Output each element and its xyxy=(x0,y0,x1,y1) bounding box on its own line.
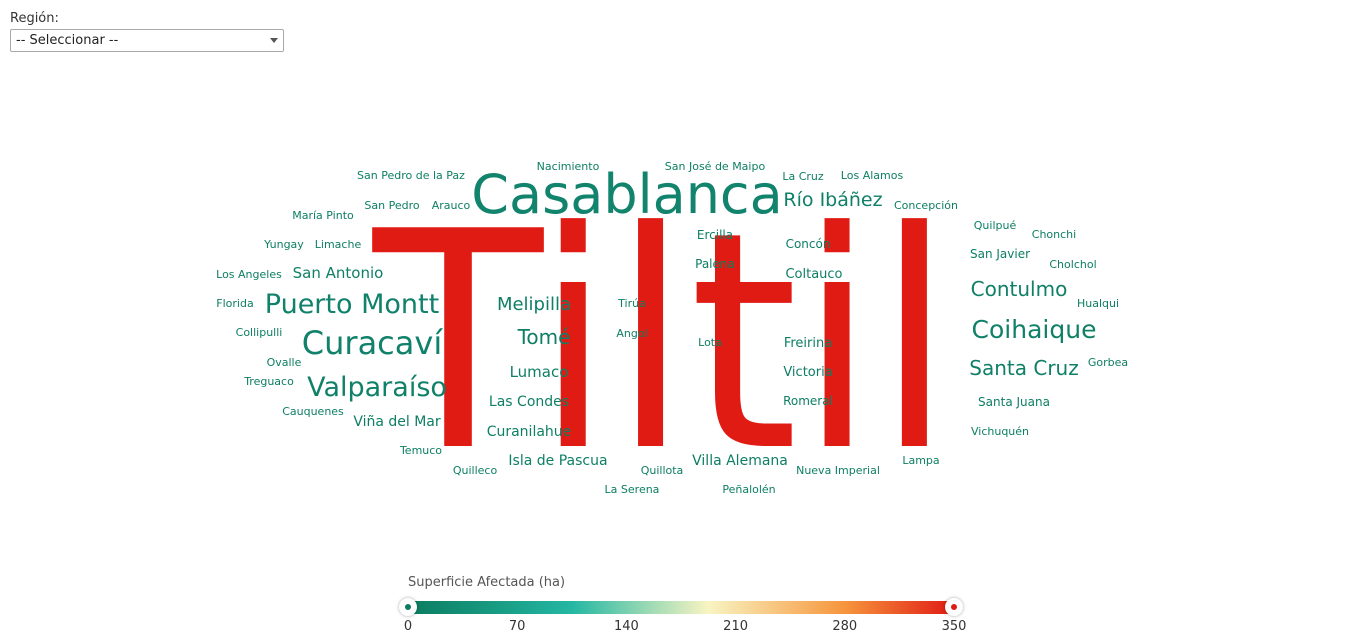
word-los-alamos[interactable]: Los Alamos xyxy=(841,169,904,182)
word-san-pedro-de-la-paz[interactable]: San Pedro de la Paz xyxy=(357,169,465,182)
word-ercilla[interactable]: Ercilla xyxy=(697,228,733,242)
word-la-serena[interactable]: La Serena xyxy=(605,483,660,496)
word-arauco[interactable]: Arauco xyxy=(432,199,471,212)
word-cauquenes[interactable]: Cauquenes xyxy=(282,405,344,418)
word-las-condes[interactable]: Las Condes xyxy=(489,394,569,410)
word-tome[interactable]: Tomé xyxy=(517,325,571,349)
word-san-antonio[interactable]: San Antonio xyxy=(293,264,384,282)
legend-max-handle[interactable] xyxy=(945,598,963,616)
legend-tick-label: 210 xyxy=(723,619,748,634)
legend-tick-label: 0 xyxy=(403,619,413,634)
word-lumaco[interactable]: Lumaco xyxy=(510,363,569,381)
word-chonchi[interactable]: Chonchi xyxy=(1032,228,1076,241)
word-limache[interactable]: Limache xyxy=(315,238,362,251)
word-tiltil[interactable]: Tiltil xyxy=(369,168,953,517)
word-romeral[interactable]: Romeral xyxy=(783,394,833,408)
legend-min-handle[interactable] xyxy=(399,598,417,616)
word-coihaique[interactable]: Coihaique xyxy=(972,315,1097,344)
word-quillota[interactable]: Quillota xyxy=(641,464,684,477)
legend-tick-label: 140 xyxy=(613,619,639,634)
legend-tick-label: 350 xyxy=(941,619,967,634)
word-santa-juana[interactable]: Santa Juana xyxy=(978,395,1050,409)
chevron-down-icon xyxy=(270,38,278,43)
color-scale-bar xyxy=(408,601,954,614)
word-yungay[interactable]: Yungay xyxy=(263,238,304,251)
word-lota[interactable]: Lota xyxy=(698,336,722,349)
word-victoria[interactable]: Victoria xyxy=(783,365,832,380)
legend-tick-label: 70 xyxy=(508,619,526,634)
word-san-pedro[interactable]: San Pedro xyxy=(364,199,419,212)
legend-title: Superficie Afectada (ha) xyxy=(408,575,566,590)
word-temuco[interactable]: Temuco xyxy=(399,444,442,457)
region-select[interactable]: -- Seleccionar -- xyxy=(10,29,284,52)
word-concepcion[interactable]: Concepción xyxy=(894,199,958,212)
word-villa-alemana[interactable]: Villa Alemana xyxy=(692,453,788,469)
word-maria-pinto[interactable]: María Pinto xyxy=(292,209,354,222)
word-puerto-montt[interactable]: Puerto Montt xyxy=(265,289,439,320)
word-tirua[interactable]: Tirúa xyxy=(617,297,646,310)
word-melipilla[interactable]: Melipilla xyxy=(497,294,571,315)
word-nacimiento[interactable]: Nacimiento xyxy=(537,160,600,173)
legend-tick-label: 280 xyxy=(832,619,858,634)
word-penalolen[interactable]: Peñalolén xyxy=(722,483,775,496)
word-ovalle[interactable]: Ovalle xyxy=(267,356,302,369)
word-concon[interactable]: Concón xyxy=(786,237,831,251)
word-curanilahue[interactable]: Curanilahue xyxy=(487,424,572,440)
word-vichuquen[interactable]: Vichuquén xyxy=(971,425,1029,438)
word-vina-del-mar[interactable]: Viña del Mar xyxy=(353,414,441,430)
word-santa-cruz[interactable]: Santa Cruz xyxy=(969,356,1078,380)
word-coltauco[interactable]: Coltauco xyxy=(785,267,842,282)
word-angol[interactable]: Angol xyxy=(616,327,647,340)
word-isla-de-pascua[interactable]: Isla de Pascua xyxy=(508,453,607,469)
word-collipulli[interactable]: Collipulli xyxy=(236,326,283,339)
word-curacavi[interactable]: Curacaví xyxy=(302,324,444,362)
word-los-angeles[interactable]: Los Angeles xyxy=(216,268,282,281)
word-valparaiso[interactable]: Valparaíso xyxy=(307,372,447,403)
word-san-jose-de-maipo[interactable]: San José de Maipo xyxy=(665,160,766,173)
word-casablanca[interactable]: Casablanca xyxy=(471,163,782,226)
word-freirina[interactable]: Freirina xyxy=(784,336,832,351)
word-la-cruz[interactable]: La Cruz xyxy=(782,170,824,183)
word-cholchol[interactable]: Cholchol xyxy=(1049,258,1096,271)
word-gorbea[interactable]: Gorbea xyxy=(1088,356,1128,369)
word-san-javier[interactable]: San Javier xyxy=(970,247,1030,261)
word-florida[interactable]: Florida xyxy=(216,297,253,310)
word-lampa[interactable]: Lampa xyxy=(902,454,939,467)
region-label: Región: xyxy=(10,11,59,26)
word-quilleco[interactable]: Quilleco xyxy=(453,464,498,477)
word-quilpue[interactable]: Quilpué xyxy=(974,219,1017,232)
word-treguaco[interactable]: Treguaco xyxy=(243,375,294,388)
word-contulmo[interactable]: Contulmo xyxy=(971,277,1068,301)
word-palena[interactable]: Palena xyxy=(695,257,735,271)
region-select-value: -- Seleccionar -- xyxy=(16,33,119,48)
word-rio-ibanez[interactable]: Río Ibáñez xyxy=(783,189,882,211)
word-nueva-imperial[interactable]: Nueva Imperial xyxy=(796,464,880,477)
word-hualqui[interactable]: Hualqui xyxy=(1077,297,1119,310)
